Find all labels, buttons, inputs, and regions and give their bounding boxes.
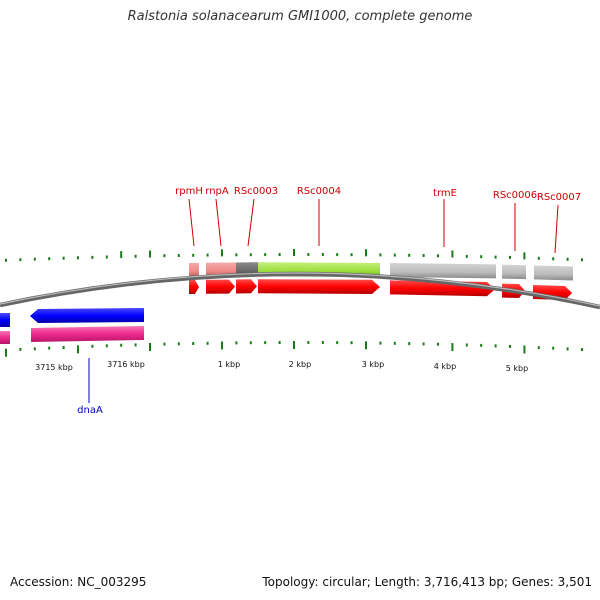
genome-summary: Topology: circular; Length: 3,716,413 bp…: [262, 575, 592, 589]
genome-backbone: [0, 271, 600, 310]
scale-label-3kbp: 3 kbp: [362, 360, 384, 369]
feature-RSc0007-region[interactable]: [534, 265, 573, 281]
cds-dnaA-arrow[interactable]: [30, 308, 144, 323]
cds-RSc0004-arrow[interactable]: [258, 279, 380, 294]
gene-labels-top: rpmH rnpA RSc0003 RSc0004 trmE RSc0006 R…: [175, 186, 581, 203]
gene-label-RSc0006[interactable]: RSc0006: [493, 190, 537, 201]
gene-label-rnpA[interactable]: rnpA: [205, 186, 229, 197]
feature-reverse-left-edge[interactable]: [0, 331, 10, 344]
gene-label-RSc0007[interactable]: RSc0007: [537, 192, 581, 203]
leader-rnpA: [215, 198, 222, 247]
feature-trmE-region[interactable]: [390, 263, 496, 279]
accession-label: Accession: NC_003295: [10, 575, 147, 589]
leader-RSc0007: [554, 204, 559, 254]
scale-label-3715kbp: 3715 kbp: [35, 363, 73, 372]
leader-rpmH: [188, 198, 195, 247]
gene-label-dnaA[interactable]: dnaA: [77, 405, 103, 416]
feature-rnpA-region[interactable]: [206, 262, 236, 277]
cds-rpmH-arrow[interactable]: [189, 280, 199, 294]
feature-RSc0006-region[interactable]: [502, 264, 526, 280]
cds-reverse-left-edge[interactable]: [0, 313, 10, 327]
tick-row-top: [5, 249, 583, 262]
map-title: Ralstonia solanacearum GMI1000, complete…: [127, 9, 473, 24]
tick-row-bottom: [5, 341, 583, 357]
feature-track-reverse: [0, 326, 144, 344]
scale-label-4kbp: 4 kbp: [434, 362, 456, 371]
feature-dnaA-region[interactable]: [31, 326, 144, 342]
genome-backbone-highlight: [0, 272, 600, 307]
leader-RSc0003: [247, 198, 255, 247]
cds-track-reverse: [0, 308, 144, 327]
scale-label-3716kbp: 3716 kbp: [107, 360, 145, 369]
gene-label-leaders: [188, 198, 559, 254]
cds-RSc0003-arrow[interactable]: [236, 279, 257, 294]
gene-label-RSc0004[interactable]: RSc0004: [297, 186, 341, 197]
scale-label-2kbp: 2 kbp: [289, 360, 311, 369]
scale-label-5kbp: 5 kbp: [506, 364, 528, 373]
gene-label-RSc0003[interactable]: RSc0003: [234, 186, 278, 197]
cds-rnpA-arrow[interactable]: [206, 279, 235, 294]
scale-label-1kbp: 1 kbp: [218, 360, 240, 369]
feature-rpmH-region[interactable]: [189, 262, 199, 277]
scale-labels: 3715 kbp 3716 kbp 1 kbp 2 kbp 3 kbp 4 kb…: [35, 360, 528, 373]
gene-label-trmE[interactable]: trmE: [433, 188, 457, 199]
gene-label-rpmH[interactable]: rpmH: [175, 186, 203, 197]
